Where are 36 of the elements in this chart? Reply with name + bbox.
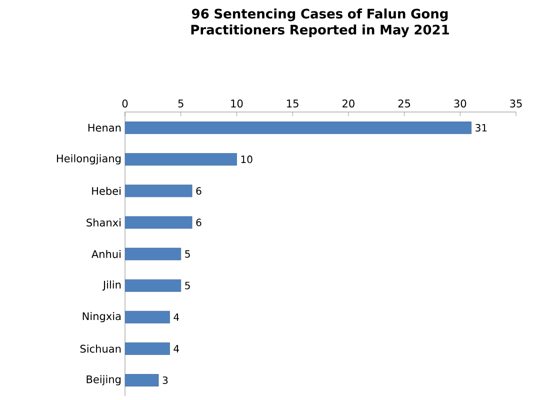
x-tick-label: 25 <box>398 100 410 108</box>
y-tick-label: Sichuan <box>80 344 121 353</box>
x-tick-label: 35 <box>510 100 522 108</box>
y-tick-label: Shanxi <box>86 218 121 227</box>
y-tick-label: Heilongjiang <box>56 154 121 164</box>
y-tick-label: Beijing <box>86 375 121 386</box>
chart-title: 96 Sentencing Cases of Falun Gong Practitioners Reported in May 2021 <box>191 8 449 38</box>
data-label: 6 <box>196 187 202 195</box>
data-label: 3 <box>162 376 168 384</box>
x-tick-label: 15 <box>287 100 298 108</box>
bar <box>125 342 170 355</box>
data-label: 4 <box>174 313 180 321</box>
bar <box>125 248 182 260</box>
x-tick-label: 0 <box>122 100 128 108</box>
y-tick-label: Jilin <box>102 280 121 291</box>
bar <box>125 184 192 198</box>
y-tick-label: Ningxia <box>82 312 121 322</box>
data-label: 5 <box>185 282 190 290</box>
data-label: 4 <box>174 345 180 352</box>
y-tick-label: Hebei <box>92 186 120 195</box>
x-tick-label: 30 <box>454 100 466 108</box>
x-tick-label: 5 <box>178 100 184 108</box>
bar <box>125 279 182 292</box>
data-label: 31 <box>476 124 487 132</box>
bar <box>125 310 170 324</box>
x-tick-label: 20 <box>342 100 354 108</box>
bar <box>125 374 159 386</box>
data-label: 5 <box>185 250 190 258</box>
y-tick-label: Henan <box>88 124 121 132</box>
bar <box>125 216 192 229</box>
x-tick-label: 10 <box>231 100 243 108</box>
bar <box>125 153 237 166</box>
bar <box>125 122 472 134</box>
y-tick-label: Anhui <box>91 250 121 258</box>
data-label: 6 <box>196 218 202 226</box>
data-label: 10 <box>241 156 252 164</box>
